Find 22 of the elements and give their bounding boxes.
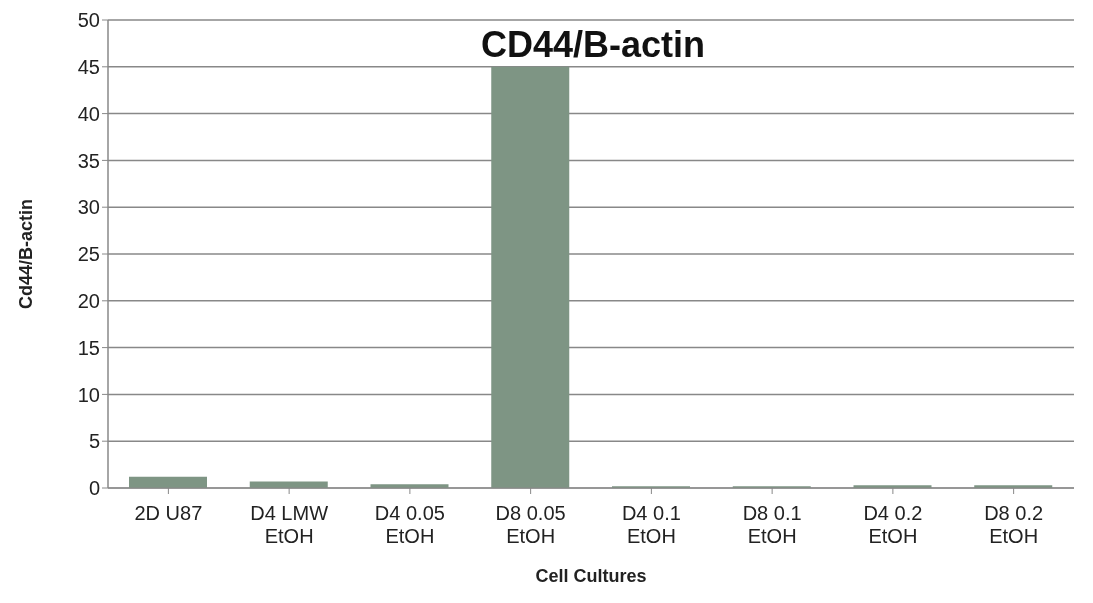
y-tick-label: 15 xyxy=(77,336,100,359)
chart-title: CD44/B-actin xyxy=(480,24,706,65)
x-axis-title: Cell Cultures xyxy=(535,566,647,586)
x-tick-label: D4 0.2 EtOH xyxy=(863,502,923,547)
y-tick-label: 35 xyxy=(77,149,100,172)
y-tick-label: 45 xyxy=(77,55,100,78)
x-tick-label: D4 0.1 EtOH xyxy=(621,502,681,547)
y-tick-label: 20 xyxy=(77,289,100,312)
x-tick-label: D8 0.2 EtOH xyxy=(984,502,1044,547)
x-tick-label: D8 0.1 EtOH xyxy=(742,502,802,547)
y-tick-label: 0 xyxy=(88,477,100,500)
y-tick-label: 50 xyxy=(77,9,100,32)
y-tick-label: 5 xyxy=(88,430,100,453)
x-tick-label: D4 LMW EtOH xyxy=(250,502,329,547)
y-tick-label: 30 xyxy=(77,196,100,219)
x-tick-label: D4 0.05 EtOH xyxy=(374,502,445,547)
y-axis-title: Cd44/B-actin xyxy=(16,198,37,310)
y-tick-label: 25 xyxy=(77,243,100,266)
x-tick-label: D8 0.05 EtOH xyxy=(495,502,566,547)
x-tick-label: 2D U87 xyxy=(134,502,203,524)
y-tick-label: 40 xyxy=(77,102,100,125)
y-tick-label: 10 xyxy=(77,383,100,406)
